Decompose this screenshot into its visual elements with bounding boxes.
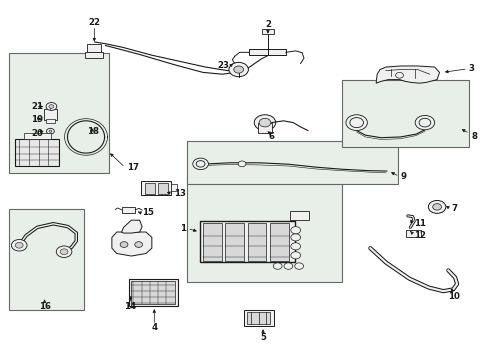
Bar [243,310,273,326]
Bar [341,80,468,147]
Circle shape [254,115,275,131]
Text: 8: 8 [470,132,476,141]
Text: 15: 15 [142,208,154,217]
Bar [262,30,273,34]
Circle shape [290,226,300,234]
Circle shape [49,130,52,132]
Bar [9,53,109,173]
Bar [46,119,55,123]
Bar [203,223,221,261]
Bar [249,49,285,55]
Text: 23: 23 [217,62,228,71]
Bar [9,209,83,310]
Circle shape [294,263,303,269]
Text: 22: 22 [88,18,100,27]
Bar [141,181,171,195]
Text: 4: 4 [151,323,157,332]
Circle shape [11,239,27,251]
Text: 1: 1 [180,224,185,233]
Circle shape [418,118,430,127]
Circle shape [56,246,72,257]
Circle shape [120,242,128,247]
Polygon shape [375,66,439,83]
Bar [15,139,59,166]
Bar [289,211,309,220]
Bar [258,123,271,134]
Bar [158,183,168,194]
Bar [186,141,397,184]
Text: 14: 14 [123,302,136,311]
Circle shape [349,118,363,128]
Circle shape [196,161,204,167]
Text: 9: 9 [400,172,406,181]
Text: 21: 21 [31,102,43,111]
Circle shape [228,62,248,77]
Bar [129,279,177,306]
Bar [43,109,57,120]
Text: 6: 6 [268,132,274,141]
Text: 3: 3 [468,64,474,73]
Bar [270,223,288,261]
Bar [246,312,270,324]
Bar [144,183,155,194]
Bar [24,134,51,139]
Text: 20: 20 [31,129,43,138]
Circle shape [135,242,142,247]
Circle shape [238,161,245,167]
Bar [84,51,103,58]
Bar [87,44,101,51]
Text: 11: 11 [413,219,426,228]
Circle shape [414,116,434,130]
Circle shape [259,118,270,127]
Circle shape [395,72,403,78]
Text: 16: 16 [39,302,50,311]
Circle shape [427,201,445,213]
Bar [247,223,266,261]
Bar [186,176,341,282]
Circle shape [49,105,54,108]
Polygon shape [112,232,152,256]
Text: 17: 17 [127,163,139,172]
Bar [171,184,177,191]
Text: 7: 7 [451,204,457,213]
Bar [131,281,175,305]
Text: 5: 5 [260,333,265,342]
Circle shape [60,249,68,255]
Text: 10: 10 [447,292,459,301]
Text: 12: 12 [413,231,426,240]
Circle shape [284,263,292,269]
Circle shape [192,158,208,170]
Text: 19: 19 [31,115,43,124]
Bar [406,230,420,237]
Circle shape [345,115,366,131]
Bar [225,223,244,261]
Circle shape [233,66,243,73]
Polygon shape [122,220,142,233]
Circle shape [432,204,441,210]
Circle shape [273,263,282,269]
Circle shape [46,129,54,134]
Text: 13: 13 [173,189,185,198]
Circle shape [290,234,300,241]
Circle shape [290,252,300,259]
Bar [199,221,294,262]
Bar [122,207,135,213]
Circle shape [46,103,57,111]
Text: 2: 2 [264,19,270,28]
Circle shape [15,242,23,248]
Circle shape [290,243,300,250]
Text: 18: 18 [87,127,99,136]
